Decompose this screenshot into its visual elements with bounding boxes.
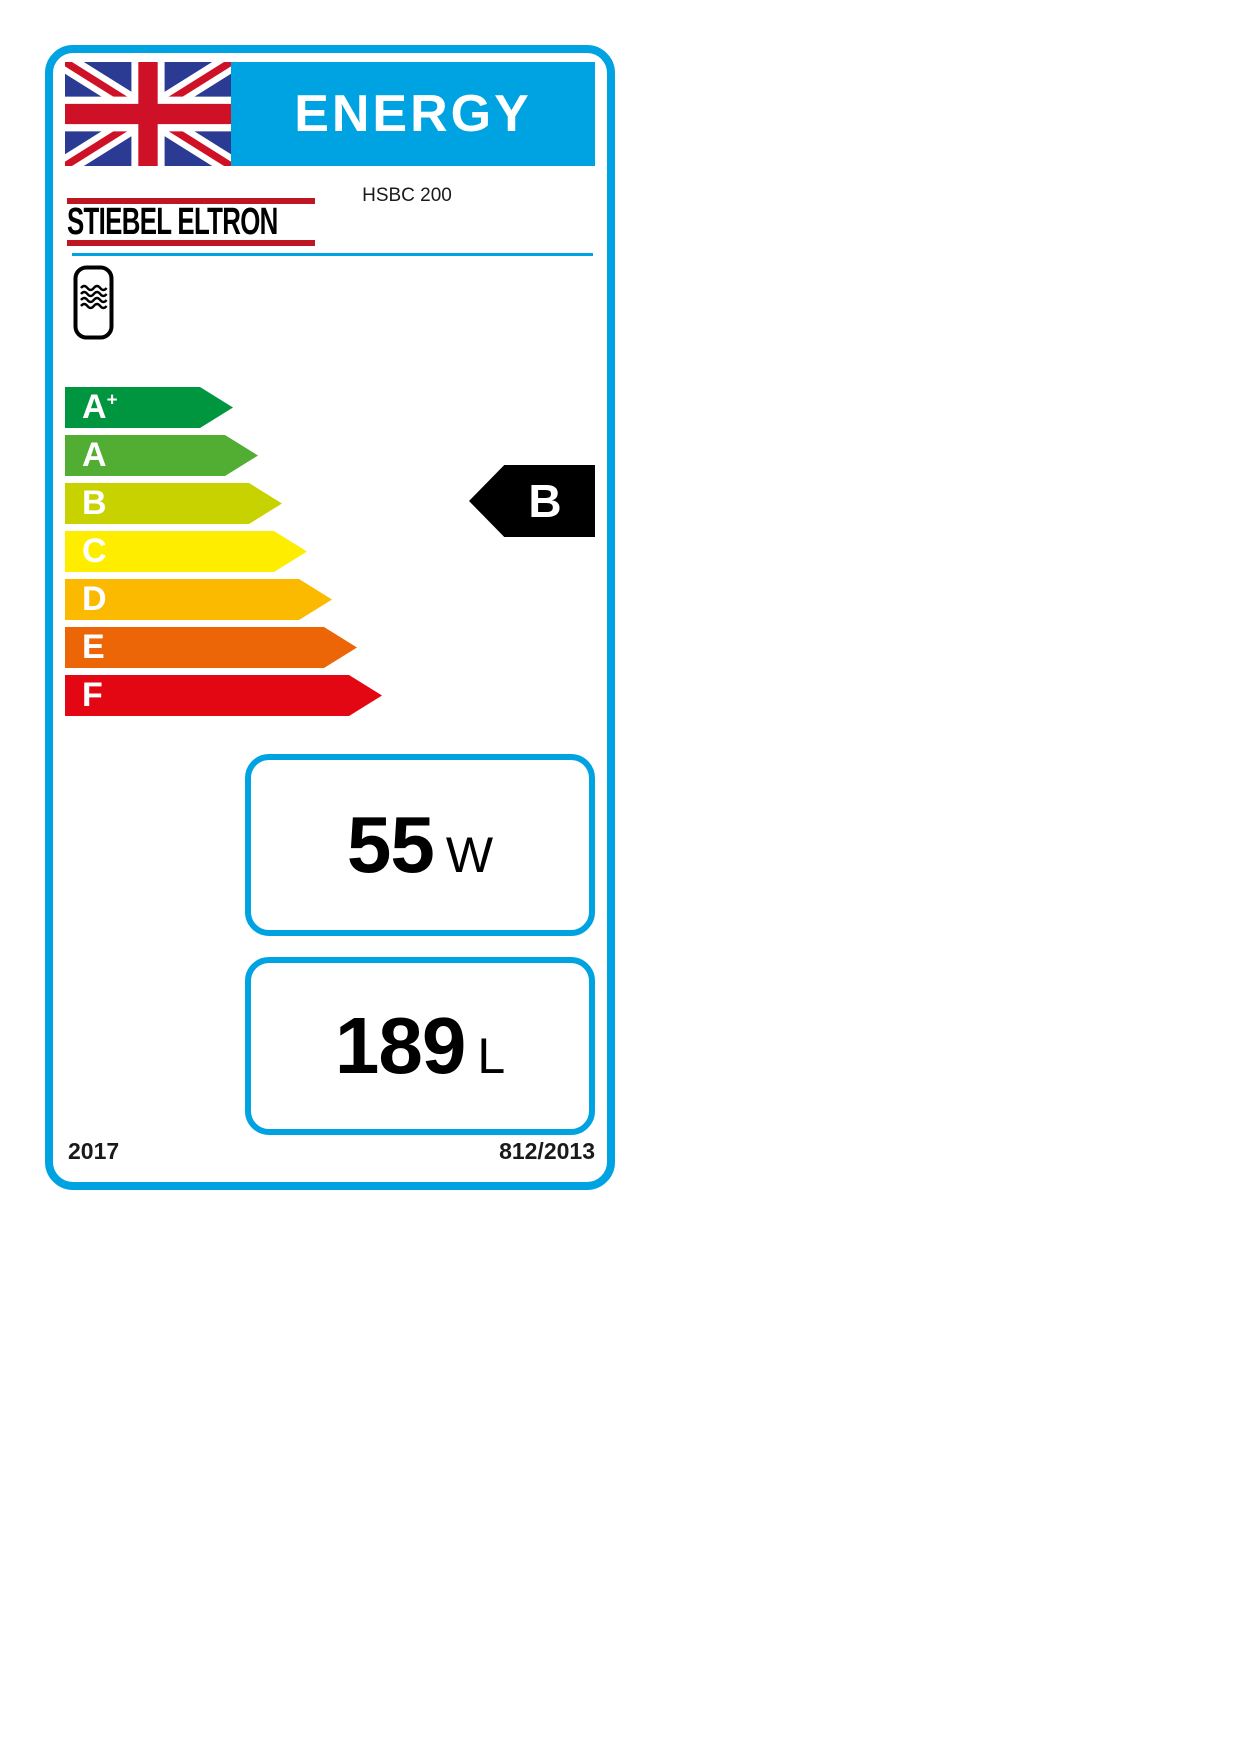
scale-arrow-c: C [65, 531, 307, 572]
standing-loss-value: 55 [346, 800, 435, 889]
storage-volume-value: 189 [334, 1001, 466, 1090]
regulation-number: 812/2013 [499, 1138, 595, 1164]
rating-grade: B [528, 475, 562, 527]
storage-volume-value-group: 189 L [335, 1000, 505, 1092]
label-footer: 2017 812/2013 [68, 1138, 595, 1165]
energy-label: ENERGY HSBC 200 STIEBEL ELTRON [45, 45, 615, 1190]
scale-arrow-b: B [65, 483, 282, 524]
energy-title: ENERGY [294, 85, 532, 143]
label-year: 2017 [68, 1138, 120, 1164]
storage-volume-unit: L [477, 1028, 506, 1084]
scale-arrow-f: F [65, 675, 382, 716]
efficiency-scale: A+ A B C D E F [65, 387, 395, 723]
scale-arrow-a-plus: A+ [65, 387, 233, 428]
scale-arrow-e: E [65, 627, 357, 668]
scale-arrow-d: D [65, 579, 332, 620]
energy-title-band: ENERGY [231, 62, 595, 166]
rating-indicator-arrow: B [469, 465, 595, 537]
standing-loss-value-group: 55 W [347, 799, 493, 891]
brand-logo-bar-top [67, 198, 315, 204]
uk-flag-icon [65, 62, 231, 166]
water-tank-icon [73, 265, 114, 340]
scale-arrow-a: A [65, 435, 258, 476]
standing-loss-box: 55 W [245, 754, 595, 936]
brand-logo-bar-bottom [67, 240, 315, 246]
brand-name: STIEBEL ELTRON [67, 201, 278, 243]
brand-logo: STIEBEL ELTRON [67, 198, 315, 246]
standing-loss-unit: W [445, 827, 494, 883]
storage-volume-box: 189 L [245, 957, 595, 1135]
label-header: ENERGY [65, 62, 595, 166]
model-name: HSBC 200 [362, 185, 452, 206]
header-separator-line [72, 253, 593, 256]
